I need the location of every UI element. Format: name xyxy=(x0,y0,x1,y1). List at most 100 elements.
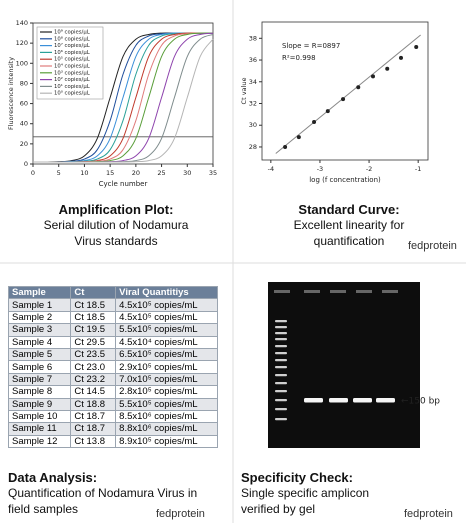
y-axis-label: Ct value xyxy=(240,78,248,105)
table-cell: 2.8x10⁵ copies/mL xyxy=(115,385,218,399)
caption: Data Analysis: Quantification of Nodamur… xyxy=(8,470,208,517)
table-row: Sample 8 Ct 14.5 2.8x10⁵ copies/mL xyxy=(7,385,218,399)
table-cell: Ct 13.8 xyxy=(70,434,117,449)
data-point xyxy=(414,44,419,49)
caption-title: Amplification Plot: xyxy=(58,202,174,217)
watermark: fedprotein xyxy=(156,508,205,520)
ladder-band xyxy=(275,374,287,377)
data-point xyxy=(341,97,346,102)
band-label: ←150 bp xyxy=(401,397,440,407)
caption: Amplification Plot: Serial dilution of N… xyxy=(30,202,202,249)
data-table: Sample Ct Viral Quantitiys Sample 1 Ct 18.5 4… xyxy=(7,285,218,449)
table-row: Sample 5 Ct 23.5 6.5x10⁵ copies/mL xyxy=(7,347,218,362)
amplification-curve xyxy=(33,38,214,163)
table-cell: 8.5x10⁶ copies/mL xyxy=(115,409,218,424)
table-cell: Sample 12 xyxy=(7,434,72,449)
data-point xyxy=(283,144,288,149)
x-tick-label: 20 xyxy=(132,169,140,177)
amplicon-band xyxy=(304,398,323,403)
table-cell: 4.5x10⁵ copies/mL xyxy=(115,298,218,312)
y-tick-label: 30 xyxy=(249,121,257,129)
well xyxy=(304,290,320,293)
y-tick-label: 80 xyxy=(20,79,28,87)
table-cell: Sample 3 xyxy=(7,323,72,337)
table-cell: Ct 23.5 xyxy=(70,347,117,362)
table-cell: Sample 1 xyxy=(7,298,72,312)
table-cell: Ct 23.2 xyxy=(70,372,117,387)
x-tick-label: -3 xyxy=(317,165,323,173)
well xyxy=(274,290,290,293)
table-cell: Sample 6 xyxy=(7,360,72,374)
table-cell: 5.5x10⁵ copies/mL xyxy=(115,323,218,337)
table-cell: 2.9x10⁵ copies/mL xyxy=(115,360,218,374)
watermark: fedprotein xyxy=(404,508,453,520)
ladder-band xyxy=(275,408,287,411)
table-row: Sample 12 Ct 13.8 8.9x10⁵ copies/mL xyxy=(7,434,218,449)
table-row: Sample 6 Ct 23.0 2.9x10⁵ copies/mL xyxy=(7,360,218,374)
table-cell: Ct 18.7 xyxy=(70,409,117,424)
data-point xyxy=(356,85,361,90)
y-tick-label: 140 xyxy=(16,19,28,27)
x-axis-label: log (f concentration) xyxy=(309,176,381,184)
legend-label: 10³ copies/μL xyxy=(54,69,90,76)
table-cell: 7.0x10⁵ copies/mL xyxy=(115,372,218,387)
ladder-band xyxy=(275,326,287,329)
y-tick-label: 28 xyxy=(249,143,257,151)
header-row: Sample Ct Viral Quantitiys xyxy=(7,285,218,300)
table-cell: 6.5x10⁵ copies/mL xyxy=(115,347,218,362)
y-tick-label: 34 xyxy=(249,78,257,86)
well xyxy=(382,290,398,293)
table-cell: Sample 11 xyxy=(7,422,72,436)
well xyxy=(356,290,372,293)
data-point xyxy=(398,55,403,60)
ladder-band xyxy=(275,359,287,362)
y-tick-label: 36 xyxy=(249,56,257,64)
plot-frame xyxy=(261,21,429,161)
caption-title: Data Analysis: xyxy=(8,470,98,485)
x-tick-label: -1 xyxy=(415,165,421,173)
ladder-band xyxy=(275,352,287,355)
legend-label: 10⁶ copies/μL xyxy=(54,49,90,56)
x-tick-label: 25 xyxy=(157,169,165,177)
y-tick-label: 100 xyxy=(16,59,28,67)
table-cell: 8.8x10⁶ copies/mL xyxy=(115,422,218,436)
data-point xyxy=(325,109,330,114)
table-cell: 5.5x10⁵ copies/mL xyxy=(115,397,218,411)
y-tick-label: 0 xyxy=(24,160,28,168)
table-cell: Sample 2 xyxy=(7,310,72,325)
plot-frame xyxy=(32,22,214,165)
legend-label: 10¹ copies/μL xyxy=(54,83,90,90)
ladder-band xyxy=(275,320,287,323)
well xyxy=(330,290,346,293)
y-tick-label: 60 xyxy=(20,100,28,108)
ladder-band xyxy=(275,390,287,393)
caption-title: Specificity Check: xyxy=(241,470,353,485)
x-tick-label: 30 xyxy=(183,169,191,177)
table-cell: Sample 8 xyxy=(7,385,72,399)
y-tick-label: 38 xyxy=(249,34,257,42)
caption: Standard Curve: Excellent linearity for … xyxy=(270,202,428,249)
ladder-band xyxy=(275,366,287,369)
table-cell: Sample 5 xyxy=(7,347,72,362)
legend-label: 10² copies/μL xyxy=(54,76,90,83)
table-cell: Sample 10 xyxy=(7,409,72,424)
x-tick-label: 5 xyxy=(57,169,61,177)
table-cell: Ct 18.5 xyxy=(70,298,117,312)
caption-subtitle: Quantification of Nodamura Virus in fiel… xyxy=(8,486,198,516)
y-tick-label: 20 xyxy=(20,140,28,148)
data-point xyxy=(370,74,375,79)
x-tick-label: 15 xyxy=(106,169,114,177)
table-cell: Ct 19.5 xyxy=(70,323,117,337)
table-cell: 8.9x10⁵ copies/mL xyxy=(115,434,218,449)
caption-subtitle: Excellent linearity for quantification xyxy=(293,218,405,248)
ladder-band xyxy=(275,418,287,421)
caption-title: Standard Curve: xyxy=(298,202,400,217)
x-tick-label: 35 xyxy=(209,169,217,177)
x-tick-label: -2 xyxy=(366,165,372,173)
data-point xyxy=(296,135,301,140)
data-point xyxy=(385,66,390,71)
table-cell: Ct 14.5 xyxy=(70,385,117,399)
annotation: Slope = R=0897 xyxy=(282,42,340,50)
y-tick-label: 40 xyxy=(20,120,28,128)
